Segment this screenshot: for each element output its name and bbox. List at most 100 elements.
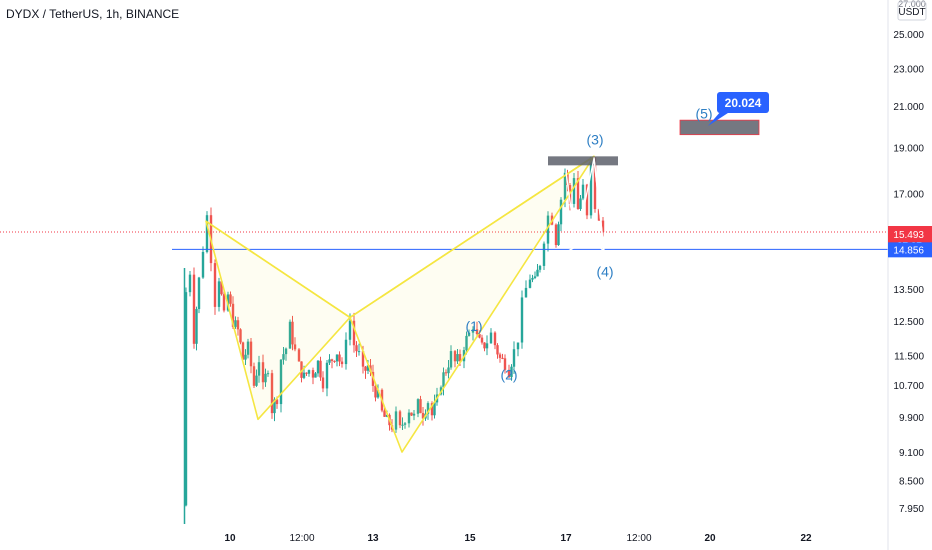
time-tick-label: 15 [464, 533, 476, 544]
candle-body [316, 360, 320, 374]
candle-body [467, 332, 471, 336]
candle-body [344, 339, 348, 365]
candle-body [376, 389, 380, 398]
candle-body [407, 412, 411, 424]
horizontal-level-value: 14.856 [893, 245, 924, 256]
wave-label: (3) [586, 131, 603, 147]
candle-body [366, 365, 370, 371]
candle-body [412, 413, 416, 416]
candle-body [284, 348, 288, 355]
candle-body [229, 294, 232, 304]
candle-body [291, 321, 294, 345]
candle-body [512, 349, 516, 367]
candle-body [546, 215, 550, 244]
candle-body [593, 157, 597, 210]
candle-body [489, 332, 493, 344]
candle-body [483, 342, 486, 349]
price-tick-label: 25.000 [893, 30, 924, 41]
candle-body [453, 351, 457, 362]
price-tick-label: 23.000 [893, 64, 924, 75]
candle-body [485, 343, 489, 349]
time-tick-label: 13 [367, 533, 379, 544]
price-tick-label: 21.000 [893, 102, 924, 113]
candle-body [542, 243, 546, 266]
candle-body [192, 274, 196, 344]
candle-body [335, 354, 339, 362]
target-badge-pointer [708, 111, 731, 126]
candle-body [426, 403, 430, 414]
symbol-title: DYDX / TetherUS, 1h, BINANCE [6, 7, 180, 21]
price-tick-label: 12.500 [893, 317, 924, 328]
candle-body [205, 215, 209, 252]
time-tick-label: 12:00 [289, 533, 314, 544]
candle-body [442, 372, 445, 388]
candle-body [264, 373, 267, 383]
candle-body [536, 269, 539, 277]
pattern-leg-xb [205, 220, 351, 319]
candle-body [528, 279, 532, 288]
candle-body [321, 377, 325, 389]
candle-body [236, 320, 240, 330]
candle-body [498, 354, 502, 358]
candle-body [361, 351, 365, 367]
candle-body [501, 357, 504, 359]
wave-label: (1) [465, 318, 482, 334]
price-tick-label: 13.500 [893, 285, 924, 296]
candle-body [305, 372, 308, 374]
candle-body [601, 220, 605, 233]
candle-body [538, 265, 542, 270]
candle-body [581, 184, 585, 199]
candle-body [355, 345, 358, 352]
candle-body [471, 329, 475, 333]
candle-body [398, 411, 402, 426]
candle-body [239, 329, 242, 343]
wave-3-4-base [565, 241, 605, 253]
candle-body [220, 281, 223, 295]
candle-body [255, 375, 258, 386]
candle-body [531, 277, 534, 280]
candle-body [279, 359, 283, 405]
last-price-value: 15.493 [893, 230, 924, 241]
candle-body [213, 263, 217, 307]
candle-body [195, 309, 198, 344]
candle-body [266, 373, 270, 375]
candle-body [421, 412, 425, 419]
candle-body [275, 399, 279, 405]
candle-body [231, 303, 235, 327]
candle-body [444, 372, 448, 374]
time-axis: 10 12:00 13 15 17 12:00 20 22 [224, 533, 812, 544]
wave-label: (5) [695, 105, 712, 121]
candle-body [433, 402, 436, 416]
candle-body [261, 362, 265, 383]
candle-body [357, 351, 361, 353]
candle-body [572, 178, 576, 204]
candle-body [217, 281, 221, 307]
candle-body [480, 337, 484, 343]
candle-body [585, 184, 589, 216]
candle-body [456, 354, 459, 362]
pattern-leg-bd [349, 155, 595, 319]
candle-body [364, 366, 367, 371]
candle-body [348, 320, 352, 340]
wave-label: (4) [596, 263, 613, 279]
candle-body [516, 342, 520, 350]
candle-body [557, 224, 560, 246]
candle-body [249, 341, 253, 367]
target-price-badge [717, 92, 769, 113]
candle-body [419, 399, 422, 413]
candle-body [314, 373, 317, 378]
candle-body [559, 199, 563, 225]
candle-body [449, 351, 453, 368]
candle-body [430, 403, 434, 416]
price-tick-label: 10.700 [893, 381, 924, 392]
candle-body [416, 399, 420, 414]
candle-body [297, 349, 301, 362]
candle-body [410, 412, 413, 416]
wave-label: (2) [500, 366, 517, 382]
candle-body [311, 370, 315, 378]
price-tick-label: 7.950 [899, 504, 924, 515]
price-tick-label: 9.100 [899, 448, 924, 459]
candle-body [328, 359, 331, 363]
